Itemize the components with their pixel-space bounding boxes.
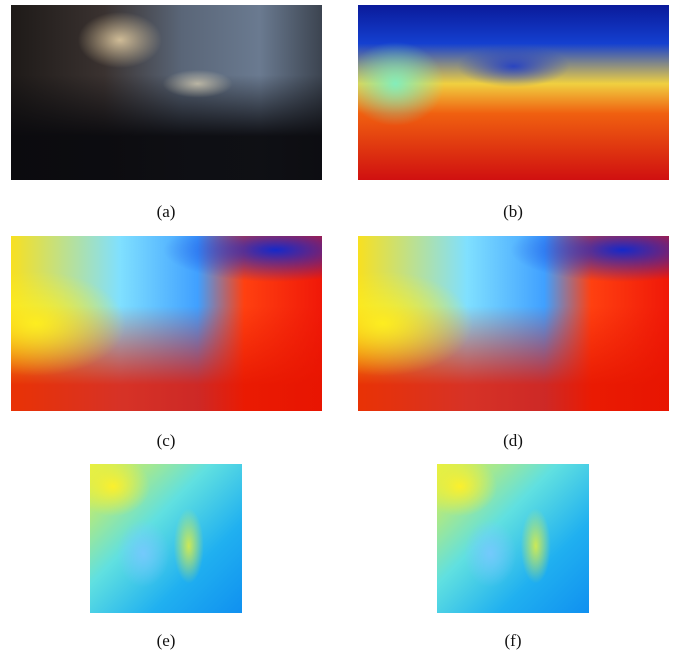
caption: (f) [473,631,553,651]
caption: (e) [126,631,206,651]
photo-panel [11,5,322,180]
heatmap-panel [358,5,669,180]
crop-panel [437,464,589,613]
figure: (a) (b) (c) (d) (e) (f) [0,0,677,656]
caption: (d) [473,431,553,451]
caption: (b) [473,202,553,222]
crop-panel [90,464,242,613]
caption: (a) [126,202,206,222]
depth-map-panel [11,236,322,411]
depth-map-panel [358,236,669,411]
caption: (c) [126,431,206,451]
